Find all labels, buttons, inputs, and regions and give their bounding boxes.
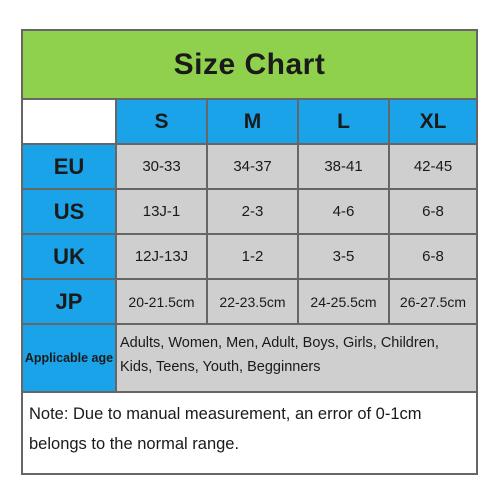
uk-size-l: 3-5	[299, 235, 390, 278]
region-label-eu: EU	[23, 145, 117, 188]
eu-size-m: 34-37	[208, 145, 299, 188]
corner-blank-cell	[23, 100, 117, 143]
header-row: S M L XL	[23, 100, 476, 145]
row-eu: EU 30-33 34-37 38-41 42-45	[23, 145, 476, 190]
eu-size-s: 30-33	[117, 145, 208, 188]
title-bar: Size Chart	[23, 31, 476, 100]
row-uk: UK 12J-13J 1-2 3-5 6-8	[23, 235, 476, 280]
us-size-l: 4-6	[299, 190, 390, 233]
us-size-s: 13J-1	[117, 190, 208, 233]
uk-size-s: 12J-13J	[117, 235, 208, 278]
eu-size-l: 38-41	[299, 145, 390, 188]
region-label-us: US	[23, 190, 117, 233]
size-grid: S M L XL EU 30-33 34-37 38-41 42-45 US 1…	[23, 100, 476, 459]
row-jp: JP 20-21.5cm 22-23.5cm 24-25.5cm 26-27.5…	[23, 280, 476, 325]
applicable-age-value: Adults, Women, Men, Adult, Boys, Girls, …	[117, 325, 476, 391]
row-us: US 13J-1 2-3 4-6 6-8	[23, 190, 476, 235]
size-chart-table: Size Chart S M L XL EU 30-33 34-37 38-41…	[21, 29, 478, 475]
size-header-l: L	[299, 100, 390, 143]
eu-size-xl: 42-45	[390, 145, 476, 188]
chart-title: Size Chart	[173, 47, 326, 81]
jp-size-m: 22-23.5cm	[208, 280, 299, 323]
uk-size-m: 1-2	[208, 235, 299, 278]
jp-size-l: 24-25.5cm	[299, 280, 390, 323]
jp-size-s: 20-21.5cm	[117, 280, 208, 323]
region-label-jp: JP	[23, 280, 117, 323]
us-size-m: 2-3	[208, 190, 299, 233]
us-size-xl: 6-8	[390, 190, 476, 233]
size-header-s: S	[117, 100, 208, 143]
size-header-xl: XL	[390, 100, 476, 143]
applicable-age-label: Applicable age	[23, 325, 117, 391]
jp-size-xl: 26-27.5cm	[390, 280, 476, 323]
size-header-m: M	[208, 100, 299, 143]
applicable-age-row: Applicable age Adults, Women, Men, Adult…	[23, 325, 476, 393]
region-label-uk: UK	[23, 235, 117, 278]
measurement-note: Note: Due to manual measurement, an erro…	[29, 405, 422, 453]
uk-size-xl: 6-8	[390, 235, 476, 278]
